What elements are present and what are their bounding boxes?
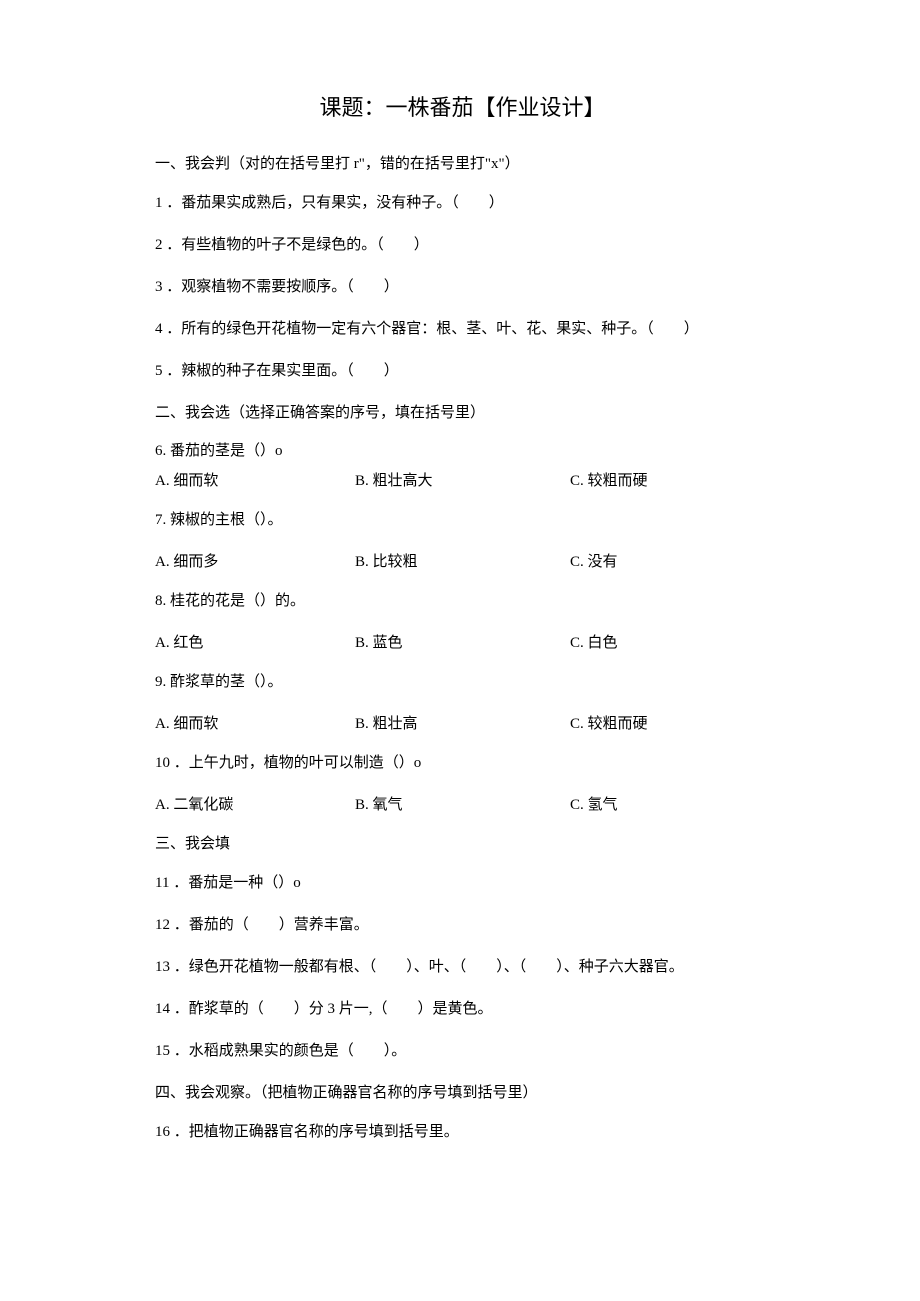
- question-11: 11 ．番茄是一种（）o: [155, 871, 770, 895]
- option-8c: C. 白色: [570, 631, 770, 652]
- option-8b: B. 蓝色: [355, 631, 570, 652]
- question-4: 4 ．所有的绿色开花植物一定有六个器官：根、茎、叶、花、果实、种子。（ ）: [155, 317, 770, 341]
- question-8: 8. 桂花的花是（）的。: [155, 589, 770, 613]
- option-6a: A. 细而软: [155, 469, 355, 490]
- option-7c: C. 没有: [570, 550, 770, 571]
- option-10a: A. 二氧化碳: [155, 793, 355, 814]
- option-7a: A. 细而多: [155, 550, 355, 571]
- question-5: 5 ．辣椒的种子在果实里面。（ ）: [155, 359, 770, 383]
- question-16: 16 ．把植物正确器官名称的序号填到括号里。: [155, 1120, 770, 1144]
- option-6b: B. 粗壮高大: [355, 469, 570, 490]
- question-2: 2 ．有些植物的叶子不是绿色的。（ ）: [155, 233, 770, 257]
- question-6-options: A. 细而软 B. 粗壮高大 C. 较粗而硬: [155, 469, 770, 490]
- question-8-options: A. 红色 B. 蓝色 C. 白色: [155, 631, 770, 652]
- question-1: 1 ．番茄果实成熟后，只有果实，没有种子。（ ）: [155, 191, 770, 215]
- question-12: 12 ．番茄的（ ）营养丰富。: [155, 913, 770, 937]
- option-6c: C. 较粗而硬: [570, 469, 770, 490]
- section-4-header: 四、我会观察。（把植物正确器官名称的序号填到括号里）: [155, 1081, 770, 1102]
- section-2-header: 二、我会选（选择正确答案的序号，填在括号里）: [155, 401, 770, 422]
- section-1-header: 一、我会判（对的在括号里打 r"，错的在括号里打"x"）: [155, 152, 770, 173]
- question-14: 14 ．酢浆草的（ ）分 3 片一,（ ）是黄色。: [155, 997, 770, 1021]
- section-3-header: 三、我会填: [155, 832, 770, 853]
- option-7b: B. 比较粗: [355, 550, 570, 571]
- option-9b: B. 粗壮高: [355, 712, 570, 733]
- question-10-options: A. 二氧化碳 B. 氧气 C. 氢气: [155, 793, 770, 814]
- question-6: 6. 番茄的茎是（）o: [155, 440, 770, 463]
- question-10: 10 ．上午九时，植物的叶可以制造（）o: [155, 751, 770, 775]
- option-9a: A. 细而软: [155, 712, 355, 733]
- question-15: 15 ．水稻成熟果实的颜色是（ ）。: [155, 1039, 770, 1063]
- question-9: 9. 酢浆草的茎（）。: [155, 670, 770, 694]
- option-10c: C. 氢气: [570, 793, 770, 814]
- option-8a: A. 红色: [155, 631, 355, 652]
- question-13: 13 ．绿色开花植物一般都有根、（ ）、叶、（ ）、（ ）、种子六大器官。: [155, 955, 770, 979]
- option-10b: B. 氧气: [355, 793, 570, 814]
- question-3: 3 ．观察植物不需要按顺序。（ ）: [155, 275, 770, 299]
- option-9c: C. 较粗而硬: [570, 712, 770, 733]
- question-7-options: A. 细而多 B. 比较粗 C. 没有: [155, 550, 770, 571]
- question-9-options: A. 细而软 B. 粗壮高 C. 较粗而硬: [155, 712, 770, 733]
- question-7: 7. 辣椒的主根（）。: [155, 508, 770, 532]
- page-title: 课题：一株番茄【作业设计】: [155, 90, 770, 122]
